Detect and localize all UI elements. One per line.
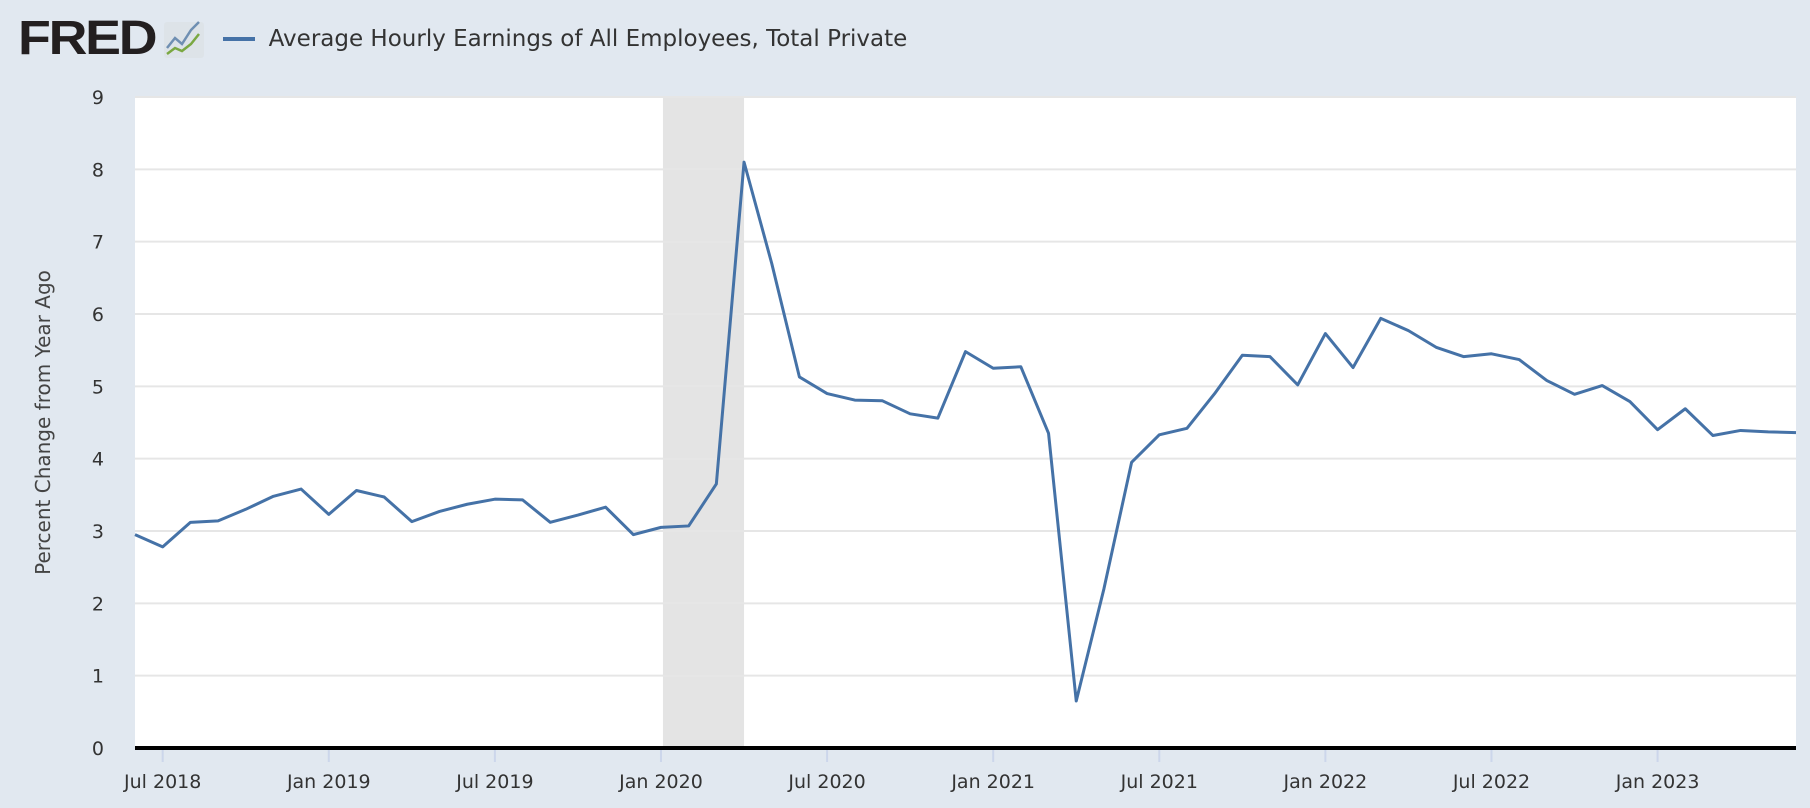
y-tick-label: 6	[92, 304, 104, 326]
y-axis-label: Percent Change from Year Ago	[31, 270, 55, 575]
y-tick-label: 9	[92, 87, 104, 109]
y-tick-label: 1	[92, 666, 104, 688]
recession-shading	[662, 97, 745, 748]
x-tick-label: Jul 2020	[787, 771, 865, 793]
x-tick-label: Jul 2022	[1452, 771, 1530, 793]
x-tick-label: Jan 2023	[1615, 771, 1700, 793]
series-line[interactable]	[134, 160, 1797, 703]
y-tick-label: 4	[92, 449, 104, 471]
x-tick-label: Jan 2021	[950, 771, 1035, 793]
y-tick-label: 7	[92, 232, 104, 254]
x-tick-label: Jul 2019	[455, 771, 533, 793]
y-tick-label: 0	[92, 738, 104, 760]
y-tick-label: 2	[92, 593, 104, 615]
series-title[interactable]: Average Hourly Earnings of All Employees…	[268, 26, 908, 52]
fred-logo[interactable]: FRED	[18, 12, 158, 65]
legend-line-swatch	[222, 37, 255, 41]
x-tick-label: Jan 2020	[618, 771, 703, 793]
y-tick-label: 5	[92, 376, 104, 398]
x-tick-label: Jan 2019	[286, 771, 371, 793]
plot-area	[135, 97, 1796, 748]
y-tick-label: 8	[92, 159, 104, 181]
x-tick-label: Jan 2022	[1283, 771, 1368, 793]
y-tick-label: 3	[92, 521, 104, 543]
graph-logo-icon	[163, 21, 204, 58]
chart-header: FRED Average Hourly Earnings of All Empl…	[18, 14, 907, 64]
x-tick-label: Jul 2018	[123, 771, 201, 793]
x-tick-label: Jul 2021	[1120, 771, 1198, 793]
